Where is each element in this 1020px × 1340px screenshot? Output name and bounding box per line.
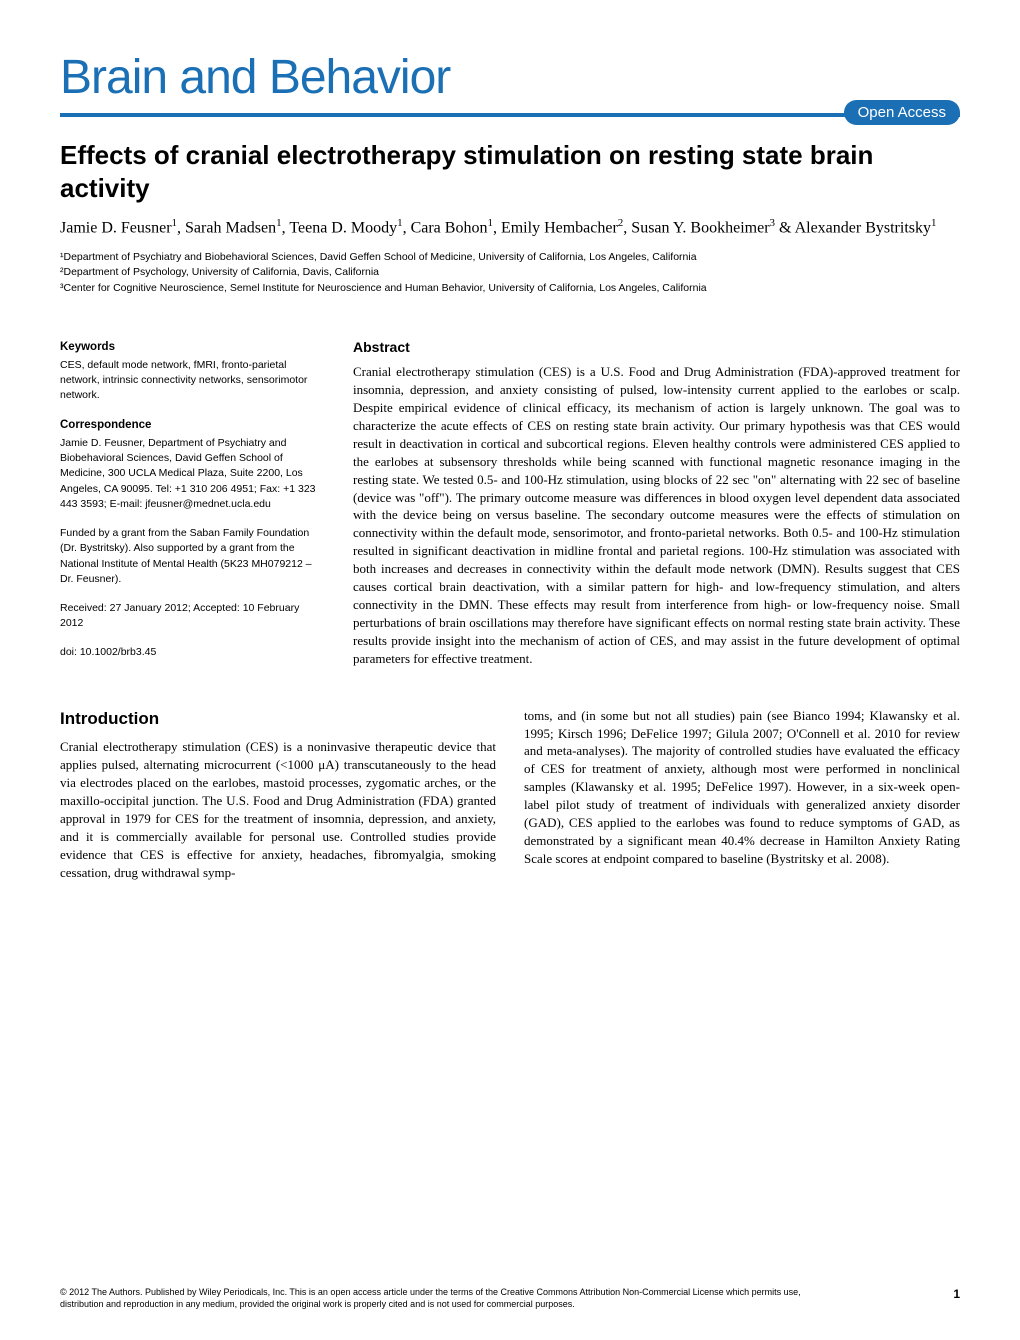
- dates-block: Received: 27 January 2012; Accepted: 10 …: [60, 601, 325, 631]
- doi-block: doi: 10.1002/brb3.45: [60, 645, 325, 660]
- funding-block: Funded by a grant from the Saban Family …: [60, 526, 325, 587]
- masthead-rule-container: Open Access: [60, 113, 960, 117]
- main-content: Keywords CES, default mode network, fMRI…: [60, 339, 960, 675]
- abstract-heading: Abstract: [353, 339, 960, 355]
- received-text: Received: 27 January 2012; Accepted: 10 …: [60, 601, 325, 631]
- correspondence-block: Correspondence Jamie D. Feusner, Departm…: [60, 417, 325, 512]
- keywords-heading: Keywords: [60, 339, 325, 356]
- sidebar: Keywords CES, default mode network, fMRI…: [60, 339, 325, 675]
- intro-text-left: Cranial electrotherapy stimulation (CES)…: [60, 739, 496, 880]
- copyright-notice: © 2012 The Authors. Published by Wiley P…: [60, 1286, 840, 1310]
- intro-col-right: toms, and (in some but not all studies) …: [524, 707, 960, 882]
- affiliations: ¹Department of Psychiatry and Biobehavio…: [60, 250, 960, 297]
- intro-col-left: Introduction Cranial electrotherapy stim…: [60, 707, 496, 882]
- abstract-text: Cranial electrotherapy stimulation (CES)…: [353, 363, 960, 668]
- abstract-area: Abstract Cranial electrotherapy stimulat…: [353, 339, 960, 675]
- correspondence-heading: Correspondence: [60, 417, 325, 434]
- introduction-heading: Introduction: [60, 707, 496, 730]
- affiliation-2: ²Department of Psychology, University of…: [60, 265, 960, 281]
- funding-text: Funded by a grant from the Saban Family …: [60, 526, 325, 587]
- masthead-rule: [60, 113, 960, 117]
- affiliation-1: ¹Department of Psychiatry and Biobehavio…: [60, 250, 960, 266]
- affiliation-3: ³Center for Cognitive Neuroscience, Seme…: [60, 281, 960, 297]
- introduction-section: Introduction Cranial electrotherapy stim…: [60, 707, 960, 882]
- keywords-block: Keywords CES, default mode network, fMRI…: [60, 339, 325, 403]
- doi-text: doi: 10.1002/brb3.45: [60, 645, 325, 660]
- journal-masthead: Brain and Behavior: [60, 50, 960, 105]
- keywords-text: CES, default mode network, fMRI, fronto-…: [60, 358, 325, 404]
- open-access-badge: Open Access: [844, 100, 960, 125]
- article-title: Effects of cranial electrotherapy stimul…: [60, 139, 960, 204]
- page-footer: © 2012 The Authors. Published by Wiley P…: [60, 1286, 960, 1310]
- author-list: Jamie D. Feusner1, Sarah Madsen1, Teena …: [60, 216, 960, 240]
- correspondence-text: Jamie D. Feusner, Department of Psychiat…: [60, 436, 325, 512]
- journal-name: Brain and Behavior: [60, 50, 960, 105]
- intro-text-right: toms, and (in some but not all studies) …: [524, 708, 960, 867]
- page-number: 1: [953, 1286, 960, 1302]
